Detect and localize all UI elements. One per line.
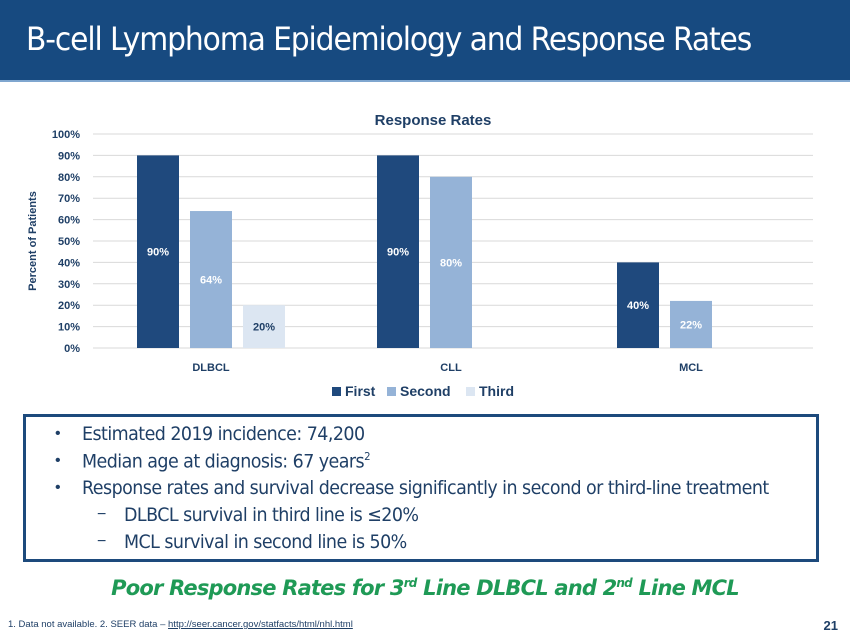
y-axis-label: Percent of Patients bbox=[27, 191, 39, 291]
bullet-response-rates: Response rates and survival decrease sig… bbox=[82, 477, 769, 499]
sub-bullet-mcl: MCL survival in second line is 50% bbox=[124, 531, 407, 553]
legend-label-first: First bbox=[345, 383, 376, 399]
sub-bullet-dlbcl: DLBCL survival in third line is ≤20% bbox=[124, 504, 419, 526]
x-category-label: DLBCL bbox=[192, 362, 230, 374]
y-tick-label: 0% bbox=[64, 343, 80, 355]
bullet-text: MCL survival in second line is 50% bbox=[124, 531, 407, 553]
legend-swatch-second bbox=[387, 387, 396, 396]
x-category-label: MCL bbox=[679, 362, 703, 374]
chart-title: Response Rates bbox=[375, 112, 492, 129]
bullet-marker: • bbox=[55, 479, 61, 496]
bullet-text: DLBCL survival in third line is ≤20% bbox=[124, 504, 419, 526]
data-label: 90% bbox=[147, 247, 169, 259]
legend-swatch-first bbox=[332, 387, 341, 396]
bullet-text: Estimated 2019 incidence: 74,200 bbox=[82, 423, 365, 445]
footnote-text: 1. Data not available. 2. SEER data – bbox=[8, 619, 169, 630]
bullet-median-age: Median age at diagnosis: 67 years2 bbox=[82, 450, 371, 473]
data-label: 90% bbox=[387, 247, 409, 259]
bar-second bbox=[430, 176, 472, 348]
y-tick-label: 90% bbox=[58, 150, 80, 162]
y-tick-label: 30% bbox=[58, 279, 80, 291]
legend-label-third: Third bbox=[479, 383, 514, 399]
data-label: 22% bbox=[680, 319, 702, 331]
x-category-label: CLL bbox=[440, 362, 462, 374]
y-tick-label: 100% bbox=[52, 129, 80, 141]
bar-first bbox=[617, 262, 659, 348]
legend-label-second: Second bbox=[400, 383, 451, 399]
bar-first bbox=[137, 155, 179, 348]
bullet-text: Median age at diagnosis: 67 years bbox=[82, 450, 365, 473]
page-number: 21 bbox=[823, 618, 838, 633]
conclusion-text: Line DLBCL and 2 bbox=[416, 576, 617, 600]
y-tick-label: 70% bbox=[58, 193, 80, 205]
conclusion-text: Poor Response Rates for 3 bbox=[111, 576, 404, 600]
data-label: 64% bbox=[200, 275, 222, 287]
y-tick-label: 40% bbox=[58, 257, 80, 269]
response-rates-chart: Response Rates 0% 10% 20% 30% 40% 50% 60% 70% 80%… bbox=[27, 112, 813, 399]
dash-marker: − bbox=[97, 506, 107, 523]
data-label: 20% bbox=[253, 322, 275, 334]
ordinal-suffix: rd bbox=[403, 576, 418, 590]
legend-swatch-third bbox=[466, 387, 475, 396]
y-tick-label: 50% bbox=[58, 236, 80, 248]
footnotes: 1. Data not available. 2. SEER data – ht… bbox=[8, 619, 353, 630]
y-tick-label: 20% bbox=[58, 300, 80, 312]
dash-marker: − bbox=[97, 533, 107, 550]
bar-first bbox=[377, 155, 419, 348]
y-tick-label: 80% bbox=[58, 172, 80, 184]
bar-second bbox=[670, 300, 712, 348]
y-tick-label: 10% bbox=[58, 322, 80, 334]
footnote-ref: 2 bbox=[364, 450, 371, 463]
bar-third bbox=[243, 305, 285, 348]
conclusion-text: Line MCL bbox=[631, 576, 739, 600]
slide-header: B-cell Lymphoma Epidemiology and Respons… bbox=[0, 0, 850, 82]
data-label: 80% bbox=[440, 257, 462, 269]
bullet-marker: • bbox=[55, 425, 61, 442]
bullet-incidence: Estimated 2019 incidence: 74,200 bbox=[82, 423, 365, 445]
seer-link[interactable]: http://seer.cancer.gov/statfacts/html/nh… bbox=[168, 619, 353, 630]
bullet-text: Response rates and survival decrease sig… bbox=[82, 477, 769, 499]
key-points-box: • Estimated 2019 incidence: 74,200 • Med… bbox=[23, 414, 819, 562]
data-label: 40% bbox=[627, 300, 649, 312]
slide-title: B-cell Lymphoma Epidemiology and Respons… bbox=[26, 20, 752, 58]
conclusion-statement: Poor Response Rates for 3rd Line DLBCL a… bbox=[0, 576, 850, 600]
bar-second bbox=[190, 211, 232, 348]
ordinal-suffix: nd bbox=[616, 576, 632, 590]
bullet-marker: • bbox=[55, 452, 61, 469]
y-tick-label: 60% bbox=[58, 215, 80, 227]
